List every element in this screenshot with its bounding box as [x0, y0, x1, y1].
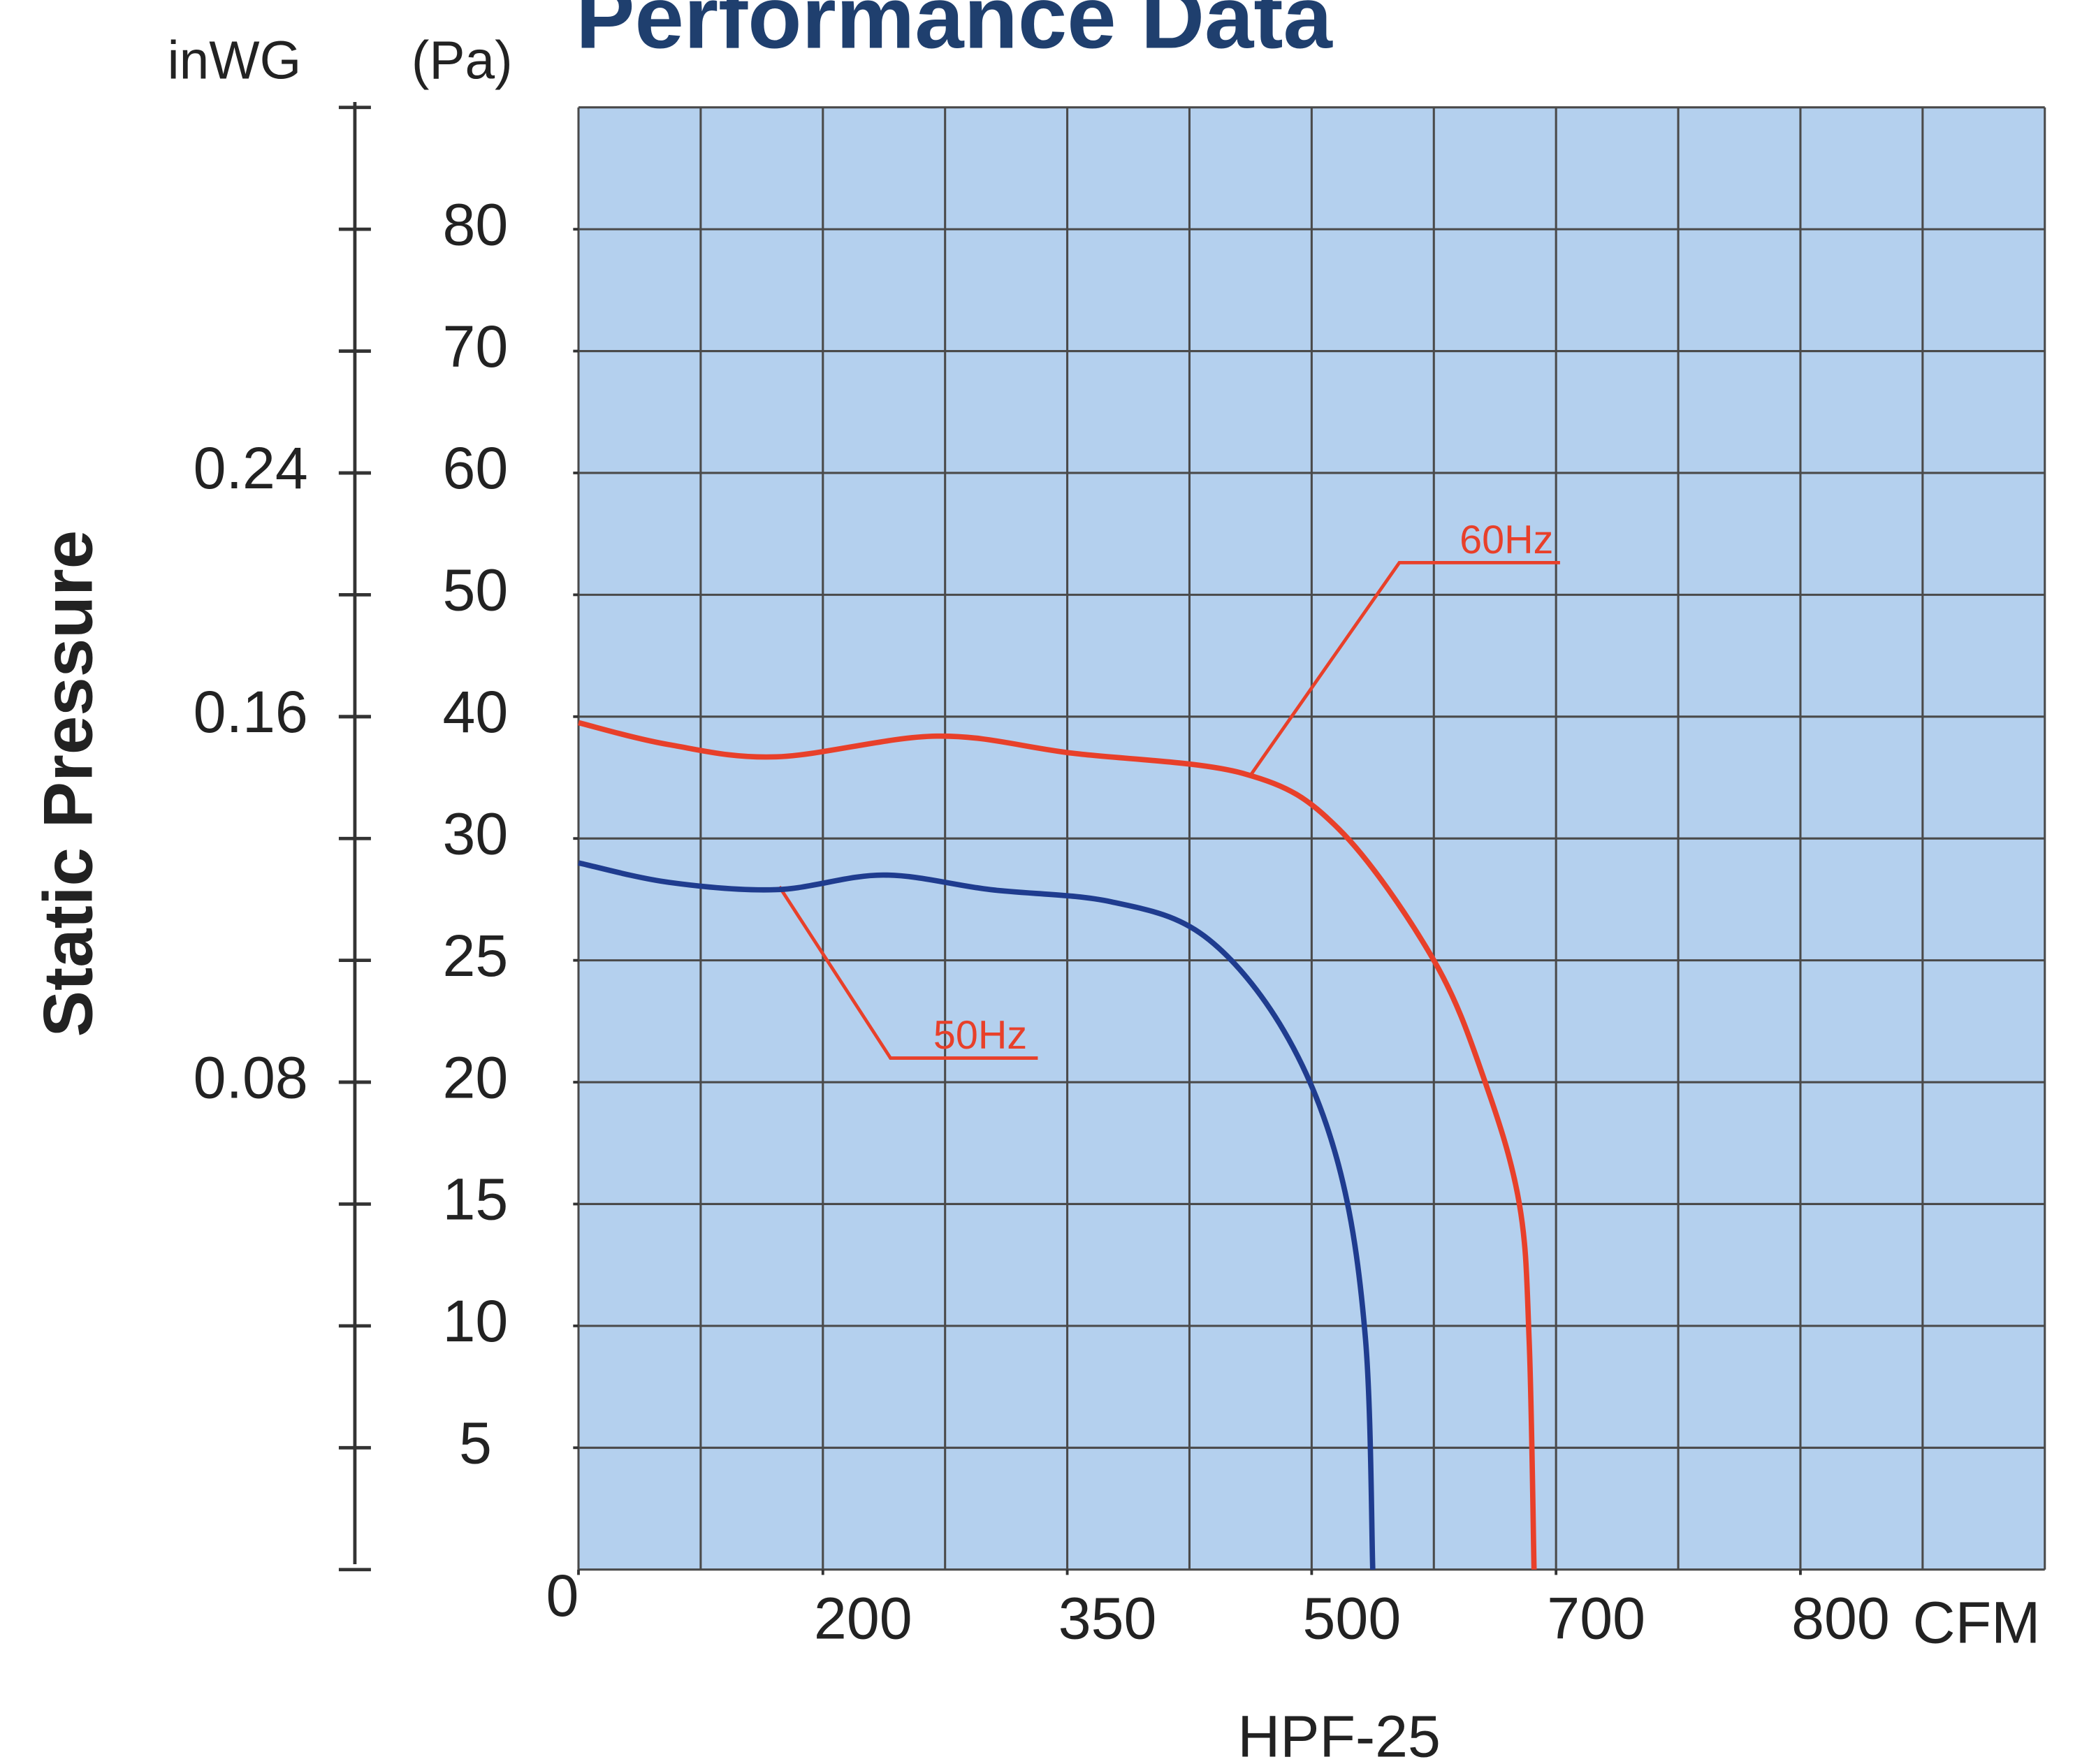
y-unit: (Pa) — [412, 31, 513, 91]
y-axis-title: Static Pressure — [30, 530, 108, 1037]
chart-title: Performance Data — [576, 0, 1333, 66]
series-line — [578, 860, 1376, 1570]
y2-tick-label: 0.16 — [194, 679, 308, 745]
y-tick-label: 25 — [443, 923, 509, 989]
x-tick-label: 350 — [1058, 1586, 1157, 1652]
series-line — [578, 720, 1537, 1570]
y-tick-label: 80 — [443, 191, 509, 257]
y-tick-label: 10 — [443, 1288, 509, 1354]
y-tick-label: 15 — [443, 1167, 509, 1232]
y-tick-label: 60 — [443, 435, 509, 501]
leader-line — [1248, 560, 1560, 778]
x-tick-label: 0 — [546, 1563, 579, 1628]
y2-tick-label: 0.24 — [194, 435, 308, 501]
series-label: 50Hz — [933, 1013, 1027, 1058]
y2-unit: inWG — [168, 31, 302, 91]
y-tick-label: 50 — [443, 557, 509, 623]
y-tick-label: 30 — [443, 801, 509, 866]
x-tick-label: 500 — [1303, 1586, 1402, 1652]
leader-line — [778, 885, 1038, 1060]
x-tick-label: 700 — [1547, 1586, 1645, 1652]
y-tick-label: 5 — [459, 1411, 492, 1476]
y-tick-label: 70 — [443, 314, 509, 379]
caption: HPF-25 — [1237, 1703, 1441, 1764]
series-label: 60Hz — [1460, 518, 1553, 562]
x-tick-label: 800 — [1791, 1586, 1890, 1652]
y2-tick-label: 0.08 — [194, 1044, 308, 1110]
x-tick-label: 200 — [814, 1586, 912, 1652]
y-tick-label: 40 — [443, 679, 509, 745]
y-tick-label: 20 — [443, 1044, 509, 1110]
x-unit: CFM — [1913, 1589, 2041, 1655]
